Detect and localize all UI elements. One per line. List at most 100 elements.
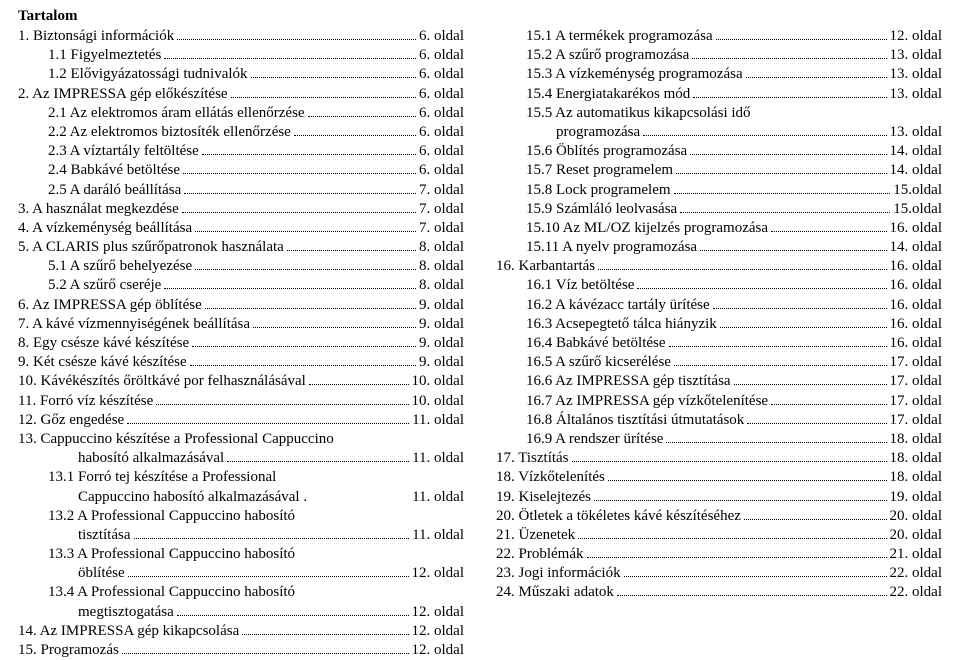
toc-entry-label: 15.7 Reset programelem — [526, 161, 673, 180]
toc-line: 16.7 Az IMPRESSA gép vízkőtelenítése17. … — [496, 392, 942, 411]
toc-line: 14. Az IMPRESSA gép kikapcsolása 12. olda… — [18, 622, 464, 641]
toc-line: 1.2 Elővigyázatossági tudnivalók6. oldal — [18, 65, 464, 84]
toc-line: 18. Vízkőtelenítés18. oldal — [496, 468, 942, 487]
toc-entry-page: 16. oldal — [890, 315, 943, 334]
toc-leader-dots — [771, 393, 886, 405]
toc-leader-dots — [692, 47, 886, 59]
toc-leader-dots — [637, 277, 886, 289]
toc-line: 4. A vízkeménység beállítása7. oldal — [18, 219, 464, 238]
toc-line: 10. Kávékészítés őröltkávé por felhaszná… — [18, 372, 464, 391]
toc-entry-label: 5.1 A szűrő behelyezése — [48, 257, 192, 276]
toc-leader-dots — [294, 124, 416, 136]
toc-line: 5.1 A szűrő behelyezése8. oldal — [18, 257, 464, 276]
toc-entry-label: 13. Cappuccino készítése a Professional … — [18, 430, 334, 449]
toc-entry-page: 10. oldal — [412, 392, 465, 411]
toc-leader-dots — [578, 527, 886, 539]
toc-entry-label: 16.3 Acsepegtető tálca hiányzik — [526, 315, 717, 334]
toc-entry-label: habosító alkalmazásával — [78, 449, 224, 468]
toc-line: 16.9 A rendszer ürítése18. oldal — [496, 430, 942, 449]
toc-entry-page: 13. oldal — [890, 46, 943, 65]
toc-line: 15. Programozás 12. oldal — [18, 641, 464, 660]
toc-leader-dots — [177, 604, 409, 616]
toc-line: 23. Jogi információk22. oldal — [496, 564, 942, 583]
toc-line: Cappuccino habosító alkalmazásával .11. … — [18, 488, 464, 507]
toc-line: 16.4 Babkávé betöltése16. oldal — [496, 334, 942, 353]
toc-entry-label: 1.1 Figyelmeztetés — [48, 46, 161, 65]
toc-line: öblítése12. oldal — [18, 564, 464, 583]
toc-entry-page: 20. oldal — [890, 507, 943, 526]
toc-entry-label: 15.2 A szűrő programozása — [526, 46, 689, 65]
toc-leader-dots — [746, 66, 887, 78]
toc-leader-dots — [182, 201, 416, 213]
toc-line: 5.2 A szűrő cseréje8. oldal — [18, 276, 464, 295]
toc-leader-dots — [164, 47, 416, 59]
toc-entry-label: 15. Programozás — [18, 641, 119, 660]
toc-leader-dots — [192, 335, 416, 347]
toc-entry-label: 13.2 A Professional Cappuccino habosító — [48, 507, 295, 526]
toc-leader-dots — [308, 105, 416, 117]
toc-entry-page: 12. oldal — [412, 641, 465, 660]
toc-entry-page: 6. oldal — [419, 161, 464, 180]
toc-leader-dots — [690, 143, 886, 155]
toc-line: 15.8 Lock programelem15.oldal — [496, 181, 942, 200]
toc-entry-label: programozása — [556, 123, 640, 142]
toc-leader-dots — [700, 239, 886, 251]
toc-entry-page: 17. oldal — [890, 392, 943, 411]
toc-leader-dots — [298, 508, 461, 520]
toc-entry-page: 6. oldal — [419, 27, 464, 46]
toc-leader-dots — [122, 642, 409, 654]
toc-entry-label: 9. Két csésze kávé készítése — [18, 353, 187, 372]
toc-line: 16.8 Általános tisztítási útmutatások17.… — [496, 411, 942, 430]
toc-entry-label: 19. Kiselejtezés — [496, 488, 591, 507]
toc-entry-label: 16.1 Víz betöltése — [526, 276, 634, 295]
toc-entry-page: 11. oldal — [412, 526, 464, 545]
toc-leader-dots — [716, 28, 887, 40]
toc-entry-page: 12. oldal — [412, 564, 465, 583]
toc-entry-page: 7. oldal — [419, 200, 464, 219]
toc-entry-label: 2.4 Babkávé betöltése — [48, 161, 180, 180]
toc-entry-label: 14. Az IMPRESSA gép kikapcsolása — [18, 622, 239, 641]
toc-line: 13.4 A Professional Cappuccino habosító — [18, 583, 464, 602]
toc-entry-label: 1. Biztonsági információk — [18, 27, 174, 46]
toc-entry-label: 15.10 Az ML/OZ kijelzés programozása — [526, 219, 768, 238]
toc-entry-label: 13.3 A Professional Cappuccino habosító — [48, 545, 295, 564]
toc-leader-dots — [720, 316, 887, 328]
toc-entry-page: 11. oldal — [412, 411, 464, 430]
toc-line: 1.1 Figyelmeztetés6. oldal — [18, 46, 464, 65]
toc-entry-page: 19. oldal — [890, 488, 943, 507]
toc-line: 16. Karbantartás16. oldal — [496, 257, 942, 276]
toc-entry-label: 1.2 Elővigyázatossági tudnivalók — [48, 65, 248, 84]
toc-leader-dots — [156, 393, 408, 405]
toc-entry-label: tisztítása — [78, 526, 131, 545]
toc-line: 16.1 Víz betöltése16. oldal — [496, 276, 942, 295]
toc-entry-label: 2.1 Az elektromos áram ellátás ellenőrzé… — [48, 104, 305, 123]
toc-entry-label: 10. Kávékészítés őröltkávé por felhaszná… — [18, 372, 306, 391]
toc-leader-dots — [624, 565, 887, 577]
toc-line: 15.10 Az ML/OZ kijelzés programozása16. … — [496, 219, 942, 238]
toc-entry-label: 16.9 A rendszer ürítése — [526, 430, 663, 449]
toc-entry-page: 18. oldal — [890, 449, 943, 468]
toc-entry-page: 12. oldal — [412, 622, 465, 641]
toc-entry-label: 16.2 A kávézacc tartály ürítése — [526, 296, 710, 315]
toc-entry-label: 11. Forró víz készítése — [18, 392, 153, 411]
toc-line: 2.4 Babkávé betöltése 6. oldal — [18, 161, 464, 180]
toc-entry-label: 7. A kávé vízmennyiségének beállítása — [18, 315, 250, 334]
toc-entry-page: 13. oldal — [890, 85, 943, 104]
toc-entry-page: 6. oldal — [419, 123, 464, 142]
toc-line: 2. Az IMPRESSA gép előkészítése6. oldal — [18, 85, 464, 104]
toc-entry-label: 12. Gőz engedése — [18, 411, 124, 430]
toc-line: 19. Kiselejtezés 19. oldal — [496, 488, 942, 507]
toc-entry-page: 22. oldal — [890, 583, 943, 602]
toc-leader-dots — [202, 143, 416, 155]
toc-entry-page: 9. oldal — [419, 296, 464, 315]
toc-leader-dots — [190, 354, 416, 366]
toc-entry-label: 4. A vízkeménység beállítása — [18, 219, 192, 238]
toc-line: 16.5 A szűrő kicserélése17. oldal — [496, 353, 942, 372]
toc-leader-dots — [674, 354, 887, 366]
toc-entry-page: 16. oldal — [890, 334, 943, 353]
toc-line: 11. Forró víz készítése 10. oldal — [18, 392, 464, 411]
toc-entry-page: 14. oldal — [890, 161, 943, 180]
toc-leader-dots — [734, 373, 887, 385]
toc-entry-page: 6. oldal — [419, 104, 464, 123]
toc-leader-dots — [309, 373, 409, 385]
